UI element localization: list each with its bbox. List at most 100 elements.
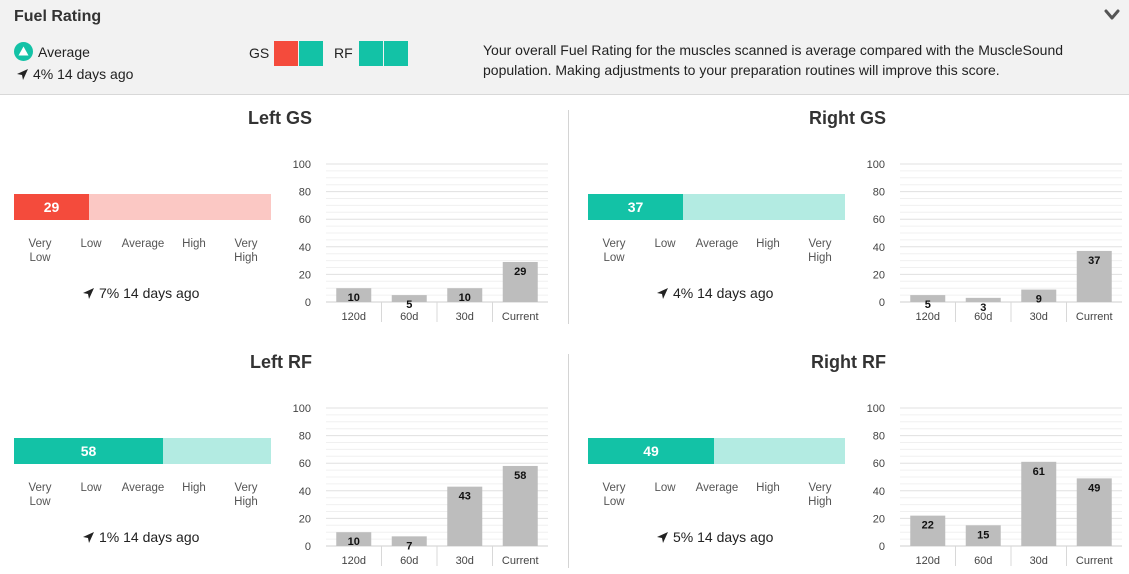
gauge-label: High [756,238,780,250]
y-tick-label: 60 [873,214,885,226]
gauge-label: Very High [808,238,832,264]
gauge-label: Average [695,482,739,494]
section-title: Fuel Rating [14,8,102,25]
fuel-gauge-right-rf: 49 [588,438,845,464]
overall-change-text: 4% 14 days ago [33,66,134,82]
y-tick-label: 20 [873,513,885,525]
bar-30d [447,486,483,546]
x-category-label: Current [1076,311,1113,323]
gauge-track [683,194,845,220]
bar-value-label: 58 [514,470,526,482]
x-category-label: 120d [342,311,366,323]
y-tick-label: 60 [873,458,885,470]
history-bar-chart-left-rf: 0 20 40 60 80 100 10 120d 7 60d 43 30d 58 Current [293,403,548,567]
fuel-gauge-right-gs: 37 [588,194,845,220]
bar-value-label: 49 [1088,482,1100,494]
y-tick-label: 20 [299,513,311,525]
trend-arrow-icon [83,531,94,543]
bar-value-label: 3 [980,302,986,314]
gauge-fill: 37 [588,194,683,220]
bar-value-label: 22 [922,520,934,532]
x-category-label: 60d [400,311,418,323]
column-divider-top [568,110,569,324]
bar-value-label: 5 [406,299,412,311]
bar-60d [391,295,427,302]
gauge-label: Very High [234,482,258,508]
y-tick-label: 100 [867,159,885,171]
gauge-score-value: 37 [627,199,644,215]
gauge-fill: 29 [14,194,89,220]
fuel-rating-header[interactable]: Fuel Rating Average 4% 14 days ago GS RF… [0,0,1129,95]
bar-value-label: 37 [1088,255,1100,267]
y-tick-label: 40 [299,486,311,498]
bar-current [1076,250,1112,302]
gauge-label: Very Low [602,238,626,264]
gauge-score-value: 29 [43,199,60,215]
x-category-label: 120d [916,311,940,323]
bar-60d [965,297,1001,302]
bar-30d [447,288,483,302]
gauge-label: Average [121,482,165,494]
y-tick-label: 100 [293,403,311,415]
panel-change-right-gs: 4% 14 days ago [656,285,773,301]
y-tick-label: 0 [879,541,885,553]
bar-120d [336,288,372,302]
gauge-label: Low [80,482,102,494]
column-divider-bottom [568,354,569,568]
y-tick-label: 20 [873,269,885,281]
x-category-label: 30d [1030,311,1048,323]
gauge-label: Very High [808,482,832,508]
gs-right-swatch [299,41,323,66]
bar-120d [910,515,946,546]
chevron-down-icon[interactable] [1104,8,1120,22]
bar-value-label: 7 [406,540,412,552]
gauge-label: Low [80,238,102,250]
y-tick-label: 80 [299,187,311,199]
history-bar-chart-right-rf: 0 20 40 60 80 100 22 120d 15 60d 61 30d 49 Current [867,403,1122,567]
panel-title-left-rf: Left RF [250,352,312,372]
x-category-label: 30d [456,555,474,567]
panel-change-right-rf: 5% 14 days ago [656,529,773,545]
gauge-label: High [756,482,780,494]
bar-120d [336,532,372,546]
gs-legend-label: GS [249,45,270,61]
trend-arrow-icon [17,68,28,80]
bar-current [502,465,538,546]
gauge-track [163,438,271,464]
x-category-label: Current [502,311,539,323]
rf-legend-label: RF [334,45,353,61]
gauge-label: Very Low [28,238,52,264]
gauge-label: Very High [234,238,258,264]
bar-30d [1021,289,1057,302]
gauge-track [714,438,845,464]
y-tick-label: 20 [299,269,311,281]
gauge-label: Low [654,238,676,250]
bar-current [502,261,538,302]
panel-change-left-rf: 1% 14 days ago [82,529,199,545]
x-category-label: 60d [400,555,418,567]
gs-left-swatch [274,41,298,66]
x-category-label: Current [1076,555,1113,567]
x-category-label: 120d [342,555,366,567]
x-category-label: 30d [1030,555,1048,567]
y-tick-label: 0 [305,297,311,309]
y-tick-label: 80 [873,187,885,199]
gauge-score-value: 49 [643,443,659,459]
bar-value-label: 9 [1036,294,1042,306]
x-category-label: 30d [456,311,474,323]
bar-value-label: 43 [459,491,471,503]
panel-title-left-gs: Left GS [247,108,312,128]
bar-value-label: 10 [348,292,360,304]
panel-change-text: 1% 14 days ago [99,529,200,545]
rating-label: Average [38,44,90,60]
gauge-score-value: 58 [80,443,97,459]
y-tick-label: 40 [299,242,311,254]
gauge-label: Very Low [28,482,52,508]
panel-change-left-gs: 7% 14 days ago [82,285,199,301]
rf-left-swatch [359,41,383,66]
x-category-label: 60d [974,311,992,323]
trend-arrow-icon [657,287,668,299]
panel-title-right-rf: Right RF [811,352,886,372]
